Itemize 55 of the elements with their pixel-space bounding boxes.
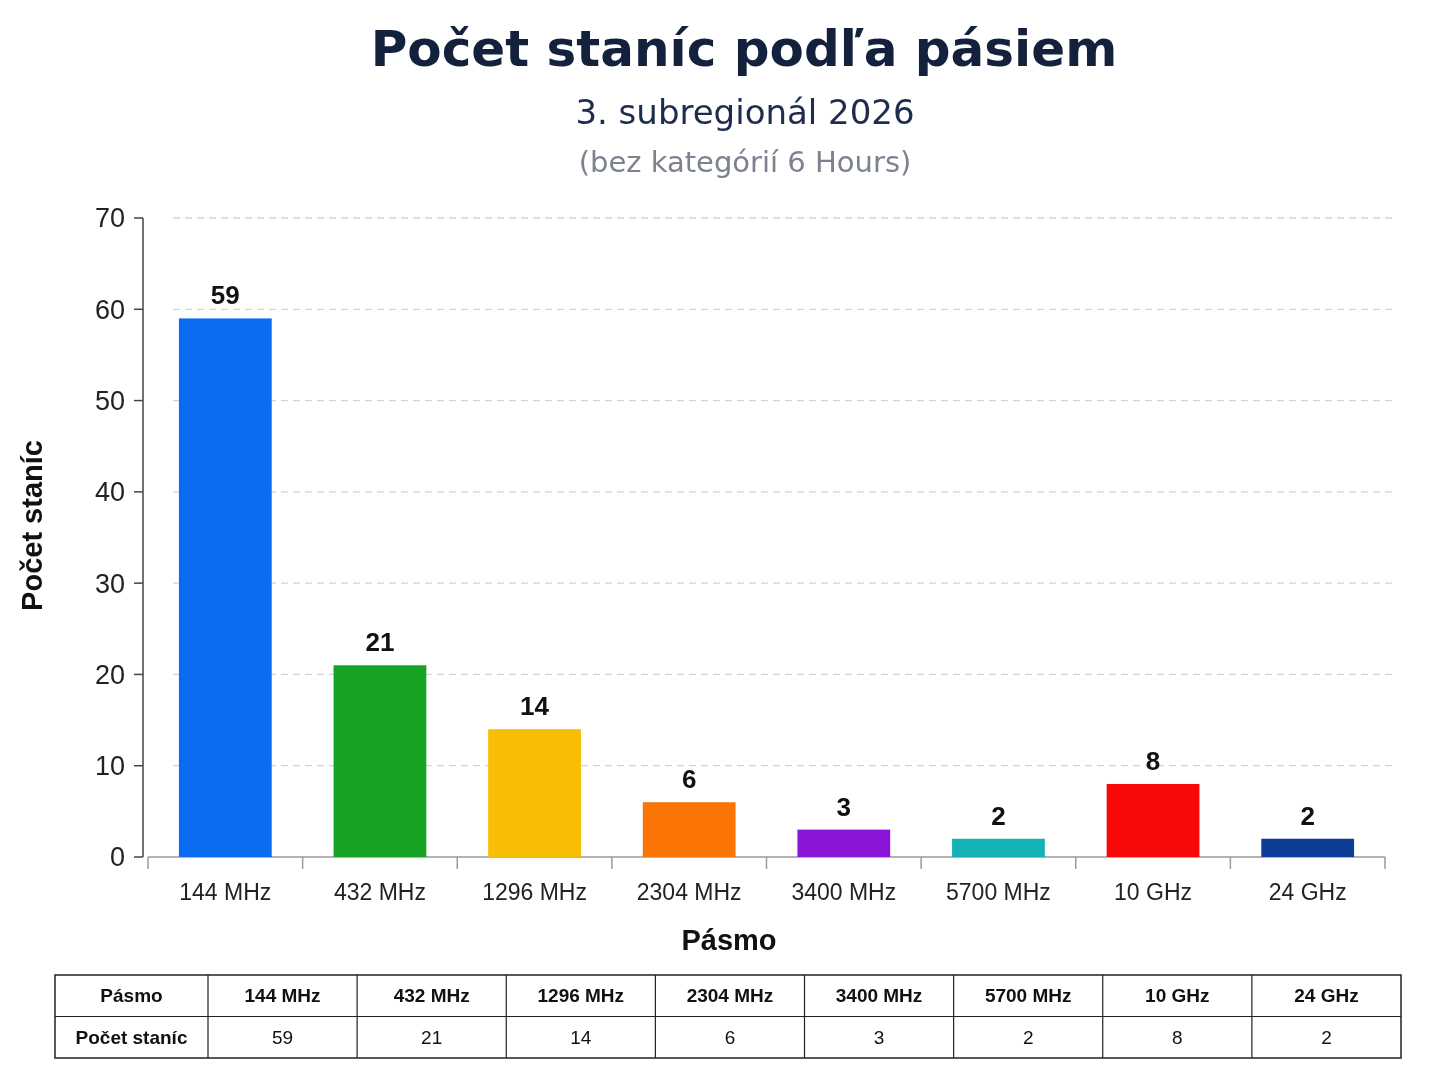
chart-title: Počet staníc podľa pásiem [370, 20, 1118, 78]
bar [1106, 783, 1200, 857]
text: (bez kategórií 6 Hours) [578, 145, 912, 179]
data-label: 59 [210, 280, 240, 311]
data-label: 6 [681, 764, 697, 795]
category-label: 2304 MHz [686, 985, 774, 1007]
y-tick-label: 0 [109, 842, 125, 873]
x-tick-label: 432 MHz [333, 879, 426, 905]
y-tick-label: 20 [94, 659, 125, 690]
data-label: 8 [1172, 1026, 1183, 1048]
text: Pásmo [100, 985, 163, 1007]
x-tick-label: 3400 MHz [791, 879, 897, 905]
x-tick-label: 5700 MHz [946, 879, 1051, 905]
data-label: 14 [570, 1026, 592, 1048]
data-label: 3 [836, 791, 852, 822]
category-label: 3400 MHz [835, 985, 923, 1007]
data-label: 2 [1022, 1026, 1034, 1048]
data-label: 6 [724, 1026, 736, 1048]
y-tick-label: 50 [94, 386, 125, 417]
category-label: 5700 MHz [984, 985, 1072, 1007]
data-label: 3 [873, 1026, 885, 1048]
y-tick-label: 10 [94, 751, 125, 782]
bar [952, 838, 1045, 857]
x-tick-label: 24 GHz [1268, 879, 1347, 905]
bar [797, 829, 891, 857]
x-tick-label: 10 GHz [1114, 879, 1193, 905]
data-label: 8 [1145, 745, 1161, 776]
category-label: 10 GHz [1145, 985, 1210, 1007]
data-label: 2 [991, 800, 1006, 831]
chart-subtitle: 3. subregionál 2026 [575, 92, 915, 132]
y-tick-label: 60 [94, 294, 125, 325]
data-label: 21 [365, 627, 395, 658]
y-axis-title: Počet staníc [16, 440, 48, 611]
bar [488, 729, 581, 857]
category-label: 432 MHz [393, 985, 470, 1007]
x-axis-title: Pásmo [681, 924, 777, 956]
y-tick-label: 30 [94, 568, 125, 599]
data-label: 21 [421, 1026, 443, 1048]
bar [1261, 838, 1355, 857]
bar [178, 318, 272, 857]
data-label: 59 [271, 1026, 294, 1048]
x-tick-label: 1296 MHz [482, 879, 587, 905]
category-label: 24 GHz [1294, 985, 1359, 1007]
category-label: 144 MHz [244, 985, 321, 1007]
data-label: 2 [1300, 800, 1315, 831]
data-label: 14 [520, 691, 550, 722]
bar [333, 665, 427, 857]
text: Počet staníc [75, 1026, 188, 1048]
y-tick-label: 70 [94, 203, 125, 234]
x-tick-label: 2304 MHz [636, 879, 742, 905]
data-label: 2 [1321, 1026, 1332, 1048]
x-tick-label: 144 MHz [179, 879, 272, 905]
bar [642, 802, 736, 857]
category-label: 1296 MHz [537, 985, 625, 1007]
y-tick-label: 40 [94, 477, 125, 508]
